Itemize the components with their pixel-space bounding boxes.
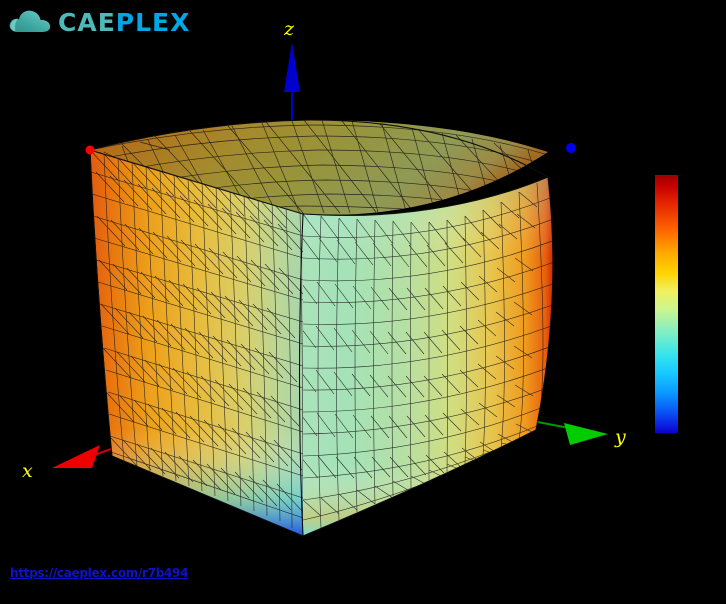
vertex-marker-red[interactable] (85, 145, 95, 155)
logo-text-cae: CAE (58, 7, 116, 37)
axis-label-x: x (22, 460, 33, 482)
cube-face-right (303, 177, 553, 536)
result-colorbar[interactable] (655, 175, 678, 433)
cube-silhouette (89, 119, 554, 537)
axis-label-z: z (284, 18, 295, 40)
logo-text-plex: PLEX (115, 7, 191, 37)
deformed-cube-mesh[interactable] (85, 119, 577, 537)
vertex-marker-blue[interactable] (566, 143, 576, 153)
cloud-icon (8, 7, 52, 37)
cube-face-top (90, 120, 548, 215)
cube-face-left (90, 150, 303, 536)
axis-label-y: y (615, 426, 626, 448)
app-logo[interactable]: CAEPLEX (8, 4, 190, 40)
app-logo-text: CAEPLEX (58, 10, 190, 35)
share-url-link[interactable]: https://caeplex.com/r7b494 (10, 566, 189, 580)
